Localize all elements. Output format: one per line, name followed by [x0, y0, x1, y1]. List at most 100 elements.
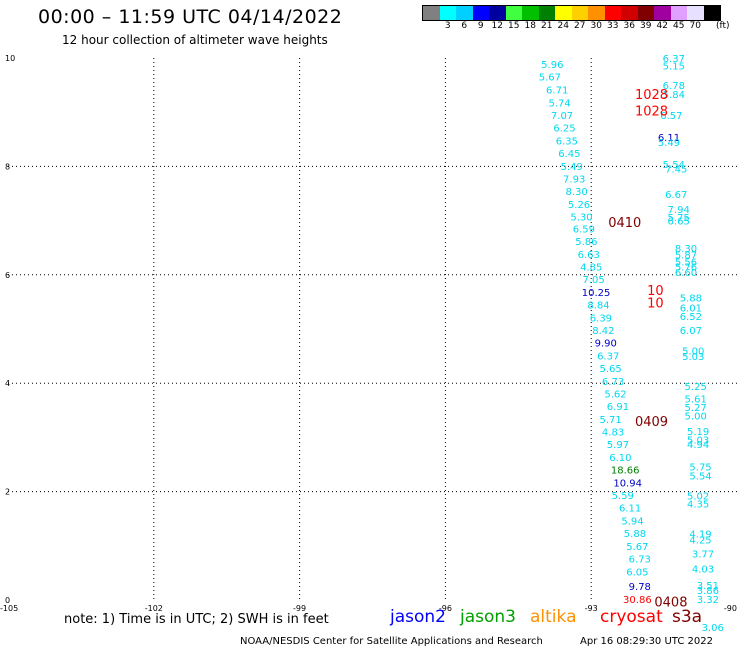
wave-height-label: 8.30: [675, 244, 697, 255]
wave-height-label: 5.26: [568, 200, 590, 211]
wave-height-label: 5.56: [675, 257, 697, 268]
wave-height-label: 6.67: [665, 190, 687, 201]
colorbar-swatch: [456, 6, 473, 20]
wave-height-label: 10.25: [582, 288, 611, 299]
legend-jason2: jason2: [390, 607, 446, 627]
wave-height-label: 5.62: [604, 389, 626, 400]
pass-time-label: 0409: [635, 415, 668, 430]
pass-time-label: 0408: [654, 596, 687, 611]
colorbar-label: 9: [477, 21, 484, 31]
wave-height-label: 7.94: [668, 205, 690, 216]
wave-height-label: 5.25: [685, 382, 707, 393]
credit-text: NOAA/NESDIS Center for Satellite Applica…: [240, 636, 543, 647]
wave-height-label: 5.49: [561, 162, 583, 173]
colorbar-swatch: [637, 6, 654, 20]
wave-height-label: 4.83: [602, 427, 624, 438]
legend-jason3: jason3: [460, 607, 516, 627]
wave-height-label: 3.51: [697, 581, 719, 592]
colorbar-swatch: [423, 6, 440, 20]
wave-height-label: 5.61: [685, 394, 707, 405]
colorbar-label: 39: [640, 21, 652, 31]
legend-altika: altika: [530, 607, 577, 627]
wave-height-label: 5.67: [626, 542, 648, 553]
colorbar-label: 33: [607, 21, 619, 31]
wave-height-label: 5.86: [575, 237, 597, 248]
y-tick-label: 0: [5, 596, 10, 605]
colorbar-swatch: [538, 6, 555, 20]
wave-height-label: 4.03: [692, 565, 714, 576]
wave-height-label: 5.54: [663, 160, 685, 171]
wave-height-label: 5.87: [675, 251, 697, 262]
wave-height-label: 6.45: [558, 149, 580, 160]
colorbar-label: 24: [557, 21, 569, 31]
wave-height-label: 5.84: [663, 90, 685, 101]
wave-height-label: 6.60: [675, 268, 697, 279]
wave-height-label: 4.94: [687, 440, 709, 451]
wave-height-label: 6.91: [607, 402, 629, 413]
pass-time-label: 10: [647, 296, 664, 311]
wave-height-label: 5.15: [663, 62, 685, 73]
wave-height-label: 7.45: [665, 165, 687, 176]
chart-title: 00:00 – 11:59 UTC 04/14/2022: [38, 6, 343, 28]
wave-height-label: 5.59: [612, 491, 634, 502]
colorbar-label: 27: [574, 21, 586, 31]
y-tick-label: 6: [5, 271, 10, 280]
wave-height-label: 6.25: [553, 123, 575, 134]
wave-height-label: 3.77: [692, 549, 714, 560]
colorbar-swatch: [604, 6, 621, 20]
wave-height-label: 5.94: [621, 516, 643, 527]
wave-height-label: 5.88: [680, 294, 702, 305]
wave-height-label: 7.93: [563, 174, 585, 185]
wave-height-label: 5.03: [687, 436, 709, 447]
wave-height-label: 5.97: [607, 440, 629, 451]
wave-height-label: 4.35: [687, 500, 709, 511]
wave-height-label: 5.96: [541, 60, 563, 71]
wave-height-label: 5.27: [685, 403, 707, 414]
wave-height-label: 9.78: [629, 582, 651, 593]
wave-height-label: 5.30: [570, 212, 592, 223]
generated-timestamp: Apr 16 08:29:30 UTC 2022: [580, 636, 713, 647]
wave-height-label: 6.11: [658, 133, 680, 144]
wave-height-label: 5.67: [539, 72, 561, 83]
colorbar-swatch: [571, 6, 588, 20]
colorbar-label: 36: [623, 21, 635, 31]
wave-height-label: 5.75: [689, 463, 711, 474]
x-tick-label: -90: [724, 604, 737, 613]
pass-time-label: 1028: [635, 88, 668, 103]
y-tick-label: 10: [5, 54, 15, 63]
y-tick-label: 4: [5, 379, 10, 388]
wave-height-label: 5.19: [687, 427, 709, 438]
colorbar-label: 45: [673, 21, 685, 31]
colorbar-swatch: [472, 6, 489, 20]
wave-height-label: 6.39: [590, 314, 612, 325]
colorbar-label: 18: [524, 21, 536, 31]
colorbar-label: 42: [656, 21, 668, 31]
colorbar-swatch: [588, 6, 605, 20]
wave-height-label: 6.07: [680, 326, 702, 337]
colorbar-swatch: [522, 6, 539, 20]
wave-height-label: 8.84: [587, 301, 609, 312]
colorbar-label: 30: [590, 21, 602, 31]
wave-height-label: 5.00: [685, 412, 707, 423]
wave-height-label: 6.59: [573, 225, 595, 236]
wave-height-label: 6.52: [680, 312, 702, 323]
wave-height-label: 6.73: [602, 377, 624, 388]
pass-time-label: 10: [647, 284, 664, 299]
colorbar-swatch: [489, 6, 506, 20]
wave-height-label: 18.66: [611, 465, 640, 476]
wave-height-label: 4.19: [689, 529, 711, 540]
wave-height-label: 6.78: [663, 81, 685, 92]
wave-height-label: 5.71: [600, 415, 622, 426]
footer-note: note: 1) Time is in UTC; 2) SWH is in fe…: [64, 612, 329, 627]
wave-height-label: 6.73: [629, 554, 651, 565]
wave-height-label: 6.37: [663, 54, 685, 65]
wave-height-label: 5.65: [600, 364, 622, 375]
wave-height-label: 5.02: [687, 491, 709, 502]
wave-height-label: 6.10: [609, 453, 631, 464]
wave-height-label: 9.90: [595, 339, 617, 350]
colorbar-swatch: [621, 6, 638, 20]
wave-height-label: 5.76: [675, 263, 697, 274]
x-tick-label: -93: [585, 604, 598, 613]
colorbar-swatch: [555, 6, 572, 20]
